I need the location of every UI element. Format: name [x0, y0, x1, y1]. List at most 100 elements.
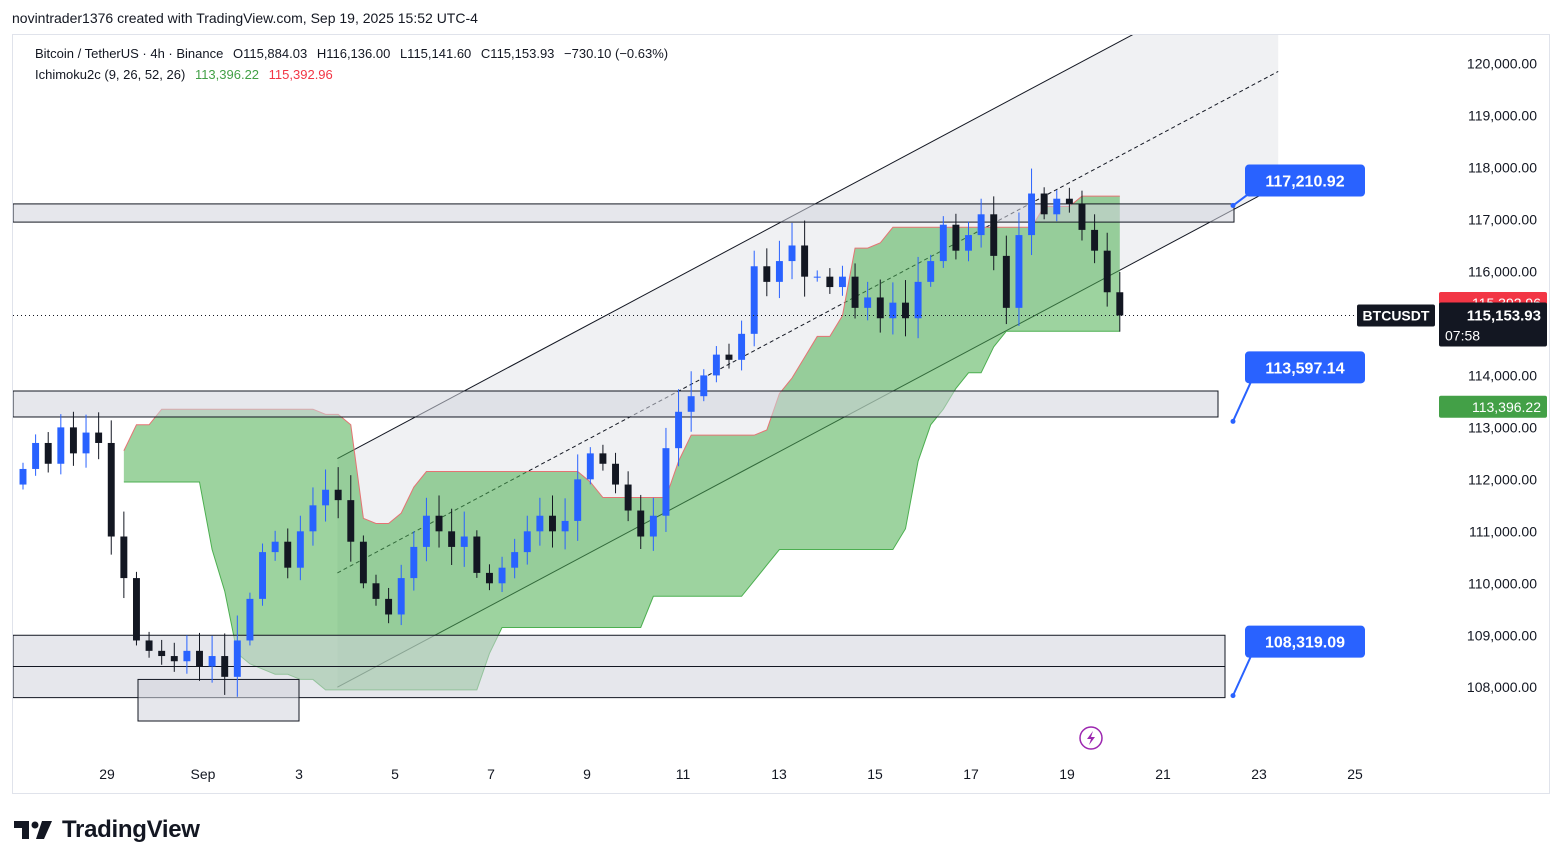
candle-body [158, 650, 166, 657]
x-tick-label: 21 [1155, 766, 1171, 782]
callout-dot [1230, 418, 1236, 424]
candle-body [233, 640, 241, 677]
candle-body [309, 505, 317, 532]
y-tick-label: 110,000.00 [1468, 575, 1537, 591]
candle-body [120, 536, 128, 579]
candle-body [851, 276, 859, 308]
symbol-tag-box [1357, 304, 1435, 327]
callout-box [1245, 351, 1365, 384]
y-tick-label: 116,000.00 [1468, 263, 1537, 279]
x-tick-label: Sep [191, 766, 216, 782]
price-chart[interactable]: 120,000.00 119,000.00 118,000.00 117,000.00… [12, 0, 1551, 795]
candle-body [536, 515, 544, 532]
candle-body [1103, 250, 1111, 293]
candle-body [259, 552, 266, 599]
candle-body [599, 453, 607, 464]
y-tick-label: 108,000.00 [1467, 679, 1537, 695]
callout-text: 117,210.92 [1265, 174, 1344, 191]
zone-rect [12, 390, 1219, 418]
tradingview-brand: TradingView [62, 816, 200, 843]
ichimoku-lower-label-box [1439, 395, 1547, 418]
callout-dot [1230, 203, 1236, 209]
candle-body [952, 224, 960, 251]
legend-symbol: Bitcoin / TetherUS · 4h · Binance [35, 46, 224, 61]
candle-body [246, 598, 254, 641]
candle-body [448, 531, 456, 547]
indicator-value-2: 115,392.96 [268, 67, 333, 82]
x-tick-label: 9 [583, 766, 591, 782]
y-tick-label: 112,000.00 [1468, 471, 1537, 487]
candle-body [372, 583, 380, 599]
y-tick-label: 119,000.00 [1468, 108, 1537, 124]
candle-body [221, 656, 229, 677]
labels-layer: 115,392.96113,396.22115,153.9307:58BTCUS… [1079, 164, 1547, 750]
candle-body [498, 567, 506, 584]
candle-body [32, 442, 40, 469]
candle-body [1015, 235, 1023, 308]
y-tick-label: 120,000.00 [1467, 56, 1537, 72]
candle-body [712, 354, 720, 376]
candle-body [675, 411, 683, 449]
candle-body [914, 281, 922, 319]
candle-body [813, 276, 821, 278]
candle-body [1028, 193, 1036, 236]
ichimoku-lower-label-text: 113,396.22 [1472, 399, 1541, 415]
candle-body [69, 427, 77, 454]
candle-body [82, 432, 90, 454]
tradingview-logo-icon [14, 821, 52, 839]
current-price-text: 115,153.93 [1467, 307, 1541, 324]
tradingview-logo[interactable]: TradingView [14, 816, 200, 844]
callout-box [1245, 164, 1365, 197]
candle-body [334, 489, 342, 501]
candle-body [422, 515, 430, 547]
candle-body [612, 463, 619, 485]
candle-body [637, 510, 645, 537]
candle-body [1065, 198, 1073, 204]
candle-body [435, 515, 443, 532]
candle-body [1091, 229, 1099, 251]
legend-open: O115,884.03 [232, 46, 308, 61]
candle-body [183, 650, 191, 662]
candle-body [977, 214, 985, 236]
legend-high: H116,136.00 [316, 46, 391, 61]
x-tick-label: 17 [963, 766, 979, 782]
candle-body [838, 276, 846, 288]
candle-body [19, 468, 27, 485]
x-tick-label: 3 [295, 766, 303, 782]
candles-layer [19, 168, 1124, 697]
legend-close: C115,153.93 [480, 46, 555, 61]
zone-rect [12, 203, 1235, 223]
candle-body [902, 302, 909, 319]
candle-body [95, 432, 103, 443]
candle-body [523, 531, 531, 553]
candle-body [410, 546, 418, 579]
ichimoku-cloud [123, 196, 1120, 690]
y-tick-label: 114,000.00 [1468, 367, 1537, 383]
candle-body [586, 453, 594, 480]
x-tick-label: 5 [391, 766, 399, 782]
candle-body [738, 333, 746, 360]
candle-body [750, 266, 758, 334]
chart-frame[interactable]: 120,000.00 119,000.00 118,000.00 117,000.00… [12, 0, 1551, 795]
candle-body [864, 297, 872, 308]
countdown-text: 07:58 [1445, 327, 1480, 343]
candle-body [145, 640, 153, 651]
candle-body [788, 245, 796, 262]
candle-body [107, 442, 115, 537]
callout-dot [1230, 693, 1236, 699]
indicator-value-1: 113,396.22 [194, 67, 260, 82]
candle-body [359, 541, 367, 584]
candle-body [939, 224, 947, 262]
candle-body [511, 552, 519, 568]
callout-box [1245, 625, 1365, 658]
candle-body [763, 266, 771, 282]
candle-body [1053, 198, 1061, 215]
x-tick-label: 25 [1347, 766, 1363, 782]
zones-layer [12, 203, 1235, 722]
legend-low: L115,141.60 [399, 46, 472, 61]
callout-pointer [1232, 651, 1254, 697]
candle-body [57, 427, 65, 464]
candle-body [1116, 292, 1124, 316]
y-tick-label: 109,000.00 [1467, 627, 1537, 643]
candle-body [1002, 255, 1010, 308]
